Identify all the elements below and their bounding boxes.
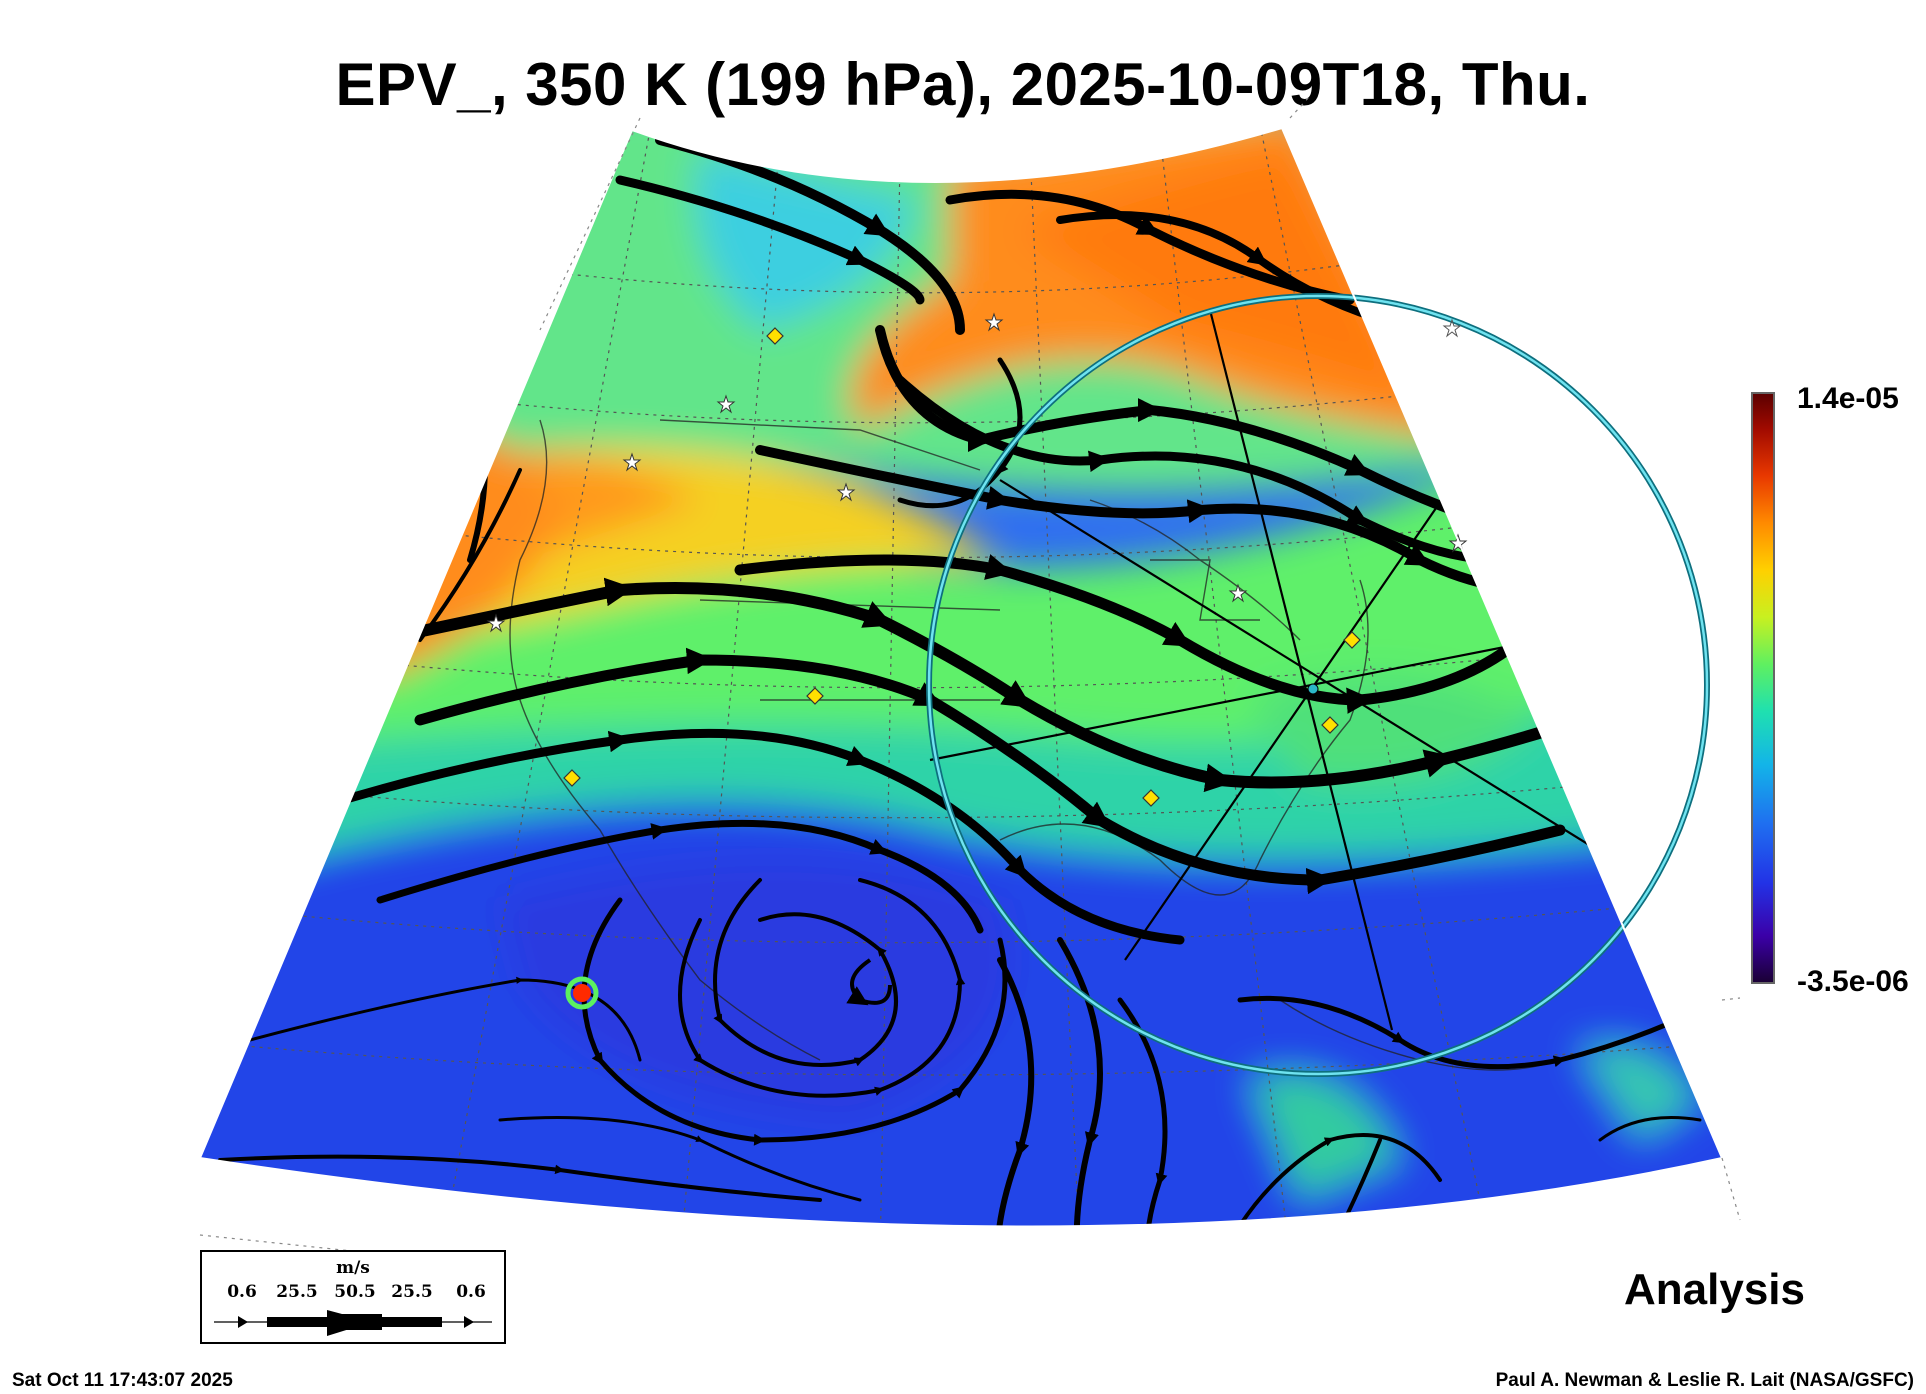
station-star-marker: [1442, 318, 1462, 338]
epv-field: [200, 128, 1722, 1227]
station-star-marker: [836, 482, 856, 502]
wind-legend-tick: 0.6: [227, 1282, 257, 1302]
footer-timestamp: Sat Oct 11 17:43:07 2025: [12, 1370, 233, 1391]
station-star-marker: [486, 613, 506, 633]
station-star-marker: [1448, 533, 1468, 553]
wind-legend-tick: 25.5: [276, 1282, 318, 1302]
station-diamond-marker: [1321, 716, 1339, 734]
wind-speed-legend: m/s 0.6 25.5 50.5 25.5 0.6: [200, 1250, 506, 1344]
colorbar-min-label: -3.5e-06: [1797, 965, 1909, 998]
station-star-marker: [984, 312, 1004, 332]
wind-legend-tick: 0.6: [456, 1282, 486, 1302]
map-title: EPV_, 350 K (199 hPa), 2025-10-09T18, Th…: [335, 51, 1591, 118]
station-diamond-marker: [563, 769, 581, 787]
diamond-markers: [563, 327, 1361, 807]
cross-section-circle: [926, 293, 1710, 1077]
station-diamond-marker: [806, 687, 824, 705]
analysis-label: Analysis: [1624, 1265, 1805, 1314]
station-star-marker: [716, 394, 736, 414]
footer-credit: Paul A. Newman & Leslie R. Lait (NASA/GS…: [1495, 1370, 1914, 1391]
station-diamond-marker: [1343, 631, 1361, 649]
station-diamond-marker: [766, 327, 784, 345]
star-markers: [486, 312, 1468, 633]
colorbar: [1751, 392, 1775, 984]
colorbar-max-label: 1.4e-05: [1797, 382, 1899, 415]
station-star-marker: [1228, 583, 1248, 603]
wind-legend-tick: 50.5: [334, 1282, 376, 1302]
station-diamond-marker: [1142, 789, 1160, 807]
wind-legend-tick: 25.5: [391, 1282, 433, 1302]
station-star-marker: [622, 452, 642, 472]
wind-legend-unit: m/s: [336, 1258, 370, 1278]
wind-legend-arrow: [214, 1310, 492, 1336]
